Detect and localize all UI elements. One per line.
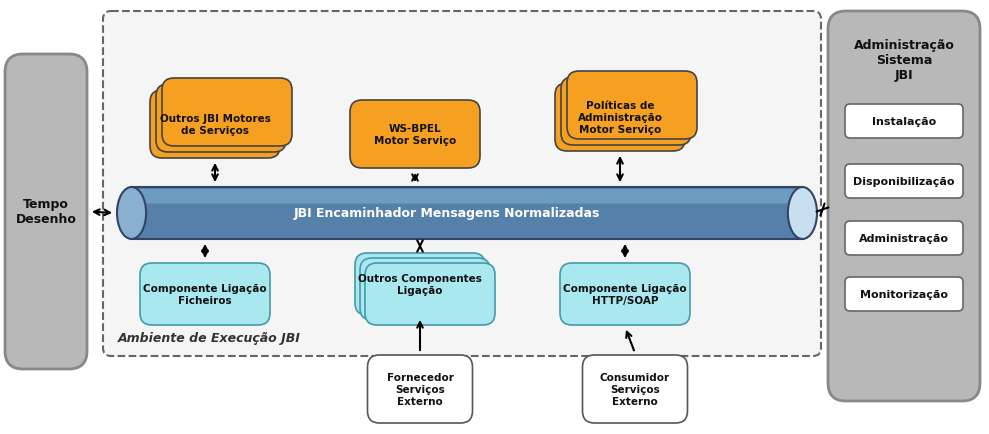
FancyBboxPatch shape bbox=[828, 12, 980, 401]
Text: Administração
Sistema
JBI: Administração Sistema JBI bbox=[854, 39, 954, 81]
Text: Administração: Administração bbox=[859, 233, 949, 243]
Text: Disponibilização: Disponibilização bbox=[854, 177, 954, 187]
Text: JBI Encaminhador Mensagens Normalizadas: JBI Encaminhador Mensagens Normalizadas bbox=[294, 207, 600, 220]
FancyBboxPatch shape bbox=[561, 78, 691, 146]
FancyBboxPatch shape bbox=[368, 355, 473, 423]
Text: Monitorização: Monitorização bbox=[860, 289, 948, 299]
Ellipse shape bbox=[117, 187, 146, 240]
FancyBboxPatch shape bbox=[132, 187, 802, 240]
Text: Componente Ligação
HTTP/SOAP: Componente Ligação HTTP/SOAP bbox=[563, 283, 686, 305]
Text: Ambiente de Execução JBI: Ambiente de Execução JBI bbox=[118, 332, 301, 345]
Text: Políticas de
Administração
Motor Serviço: Políticas de Administração Motor Serviço bbox=[578, 101, 663, 134]
FancyBboxPatch shape bbox=[845, 164, 963, 198]
FancyBboxPatch shape bbox=[132, 190, 802, 204]
Text: Outros Componentes
Ligação: Outros Componentes Ligação bbox=[358, 273, 482, 295]
FancyBboxPatch shape bbox=[103, 12, 821, 356]
FancyBboxPatch shape bbox=[140, 263, 270, 325]
FancyBboxPatch shape bbox=[360, 258, 490, 320]
Text: WS-BPEL
Motor Serviço: WS-BPEL Motor Serviço bbox=[374, 124, 456, 145]
FancyBboxPatch shape bbox=[583, 355, 687, 423]
FancyBboxPatch shape bbox=[150, 91, 280, 159]
Text: Tempo
Desenho: Tempo Desenho bbox=[16, 198, 76, 226]
FancyBboxPatch shape bbox=[355, 253, 485, 315]
FancyBboxPatch shape bbox=[365, 263, 495, 325]
FancyBboxPatch shape bbox=[162, 79, 292, 147]
Text: Consumidor
Serviços
Externo: Consumidor Serviços Externo bbox=[600, 372, 671, 406]
Text: Componente Ligação
Ficheiros: Componente Ligação Ficheiros bbox=[143, 283, 267, 305]
Ellipse shape bbox=[788, 187, 817, 240]
FancyBboxPatch shape bbox=[845, 105, 963, 139]
FancyBboxPatch shape bbox=[845, 277, 963, 311]
Text: Instalação: Instalação bbox=[872, 117, 937, 127]
Text: Fornecedor
Serviços
Externo: Fornecedor Serviços Externo bbox=[387, 372, 453, 406]
FancyBboxPatch shape bbox=[350, 101, 480, 169]
Text: Outros JBI Motores
de Serviços: Outros JBI Motores de Serviços bbox=[159, 114, 270, 135]
FancyBboxPatch shape bbox=[560, 263, 690, 325]
FancyBboxPatch shape bbox=[845, 221, 963, 256]
FancyBboxPatch shape bbox=[5, 55, 87, 369]
FancyBboxPatch shape bbox=[567, 72, 697, 140]
FancyBboxPatch shape bbox=[555, 84, 685, 151]
FancyBboxPatch shape bbox=[156, 85, 286, 153]
